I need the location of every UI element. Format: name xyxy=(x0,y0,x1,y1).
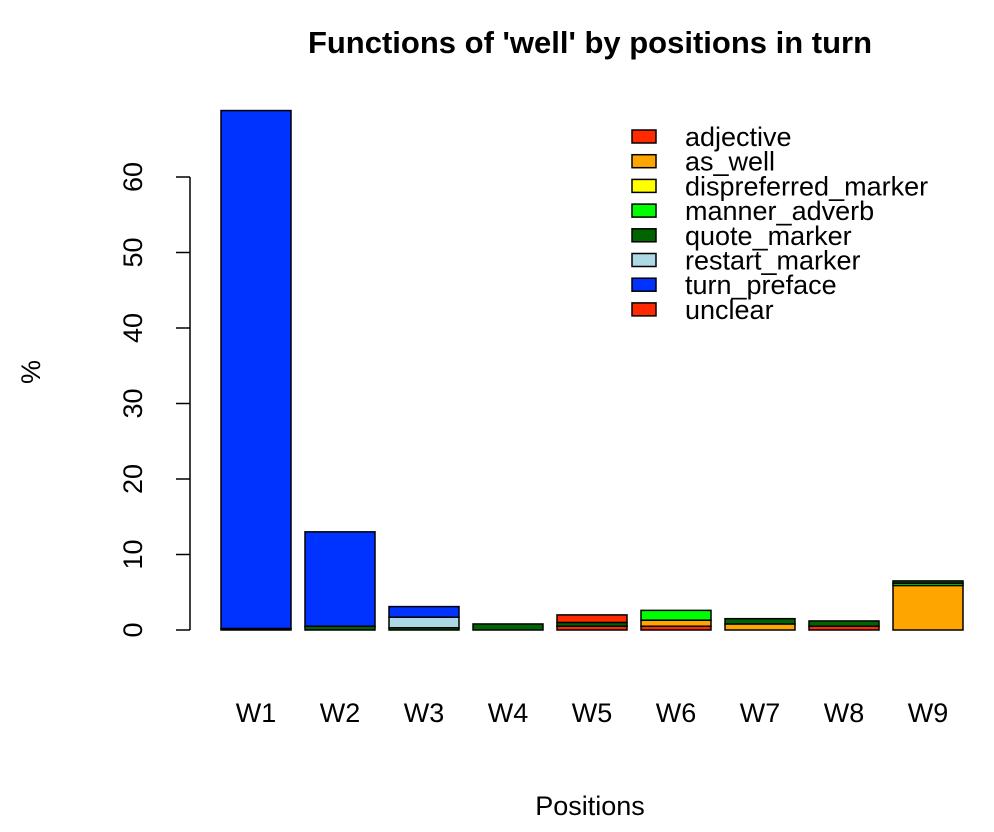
legend: adjectiveas_welldispreferred_markermanne… xyxy=(631,122,928,325)
x-tick-label: W2 xyxy=(320,698,361,728)
legend-swatch-turn_preface xyxy=(631,277,657,292)
chart-title: Functions of 'well' by positions in turn xyxy=(308,25,872,60)
x-tick-label: W6 xyxy=(656,698,697,728)
legend-swatch-dispreferred_marker xyxy=(631,178,657,194)
legend-label-restart_marker: restart_marker xyxy=(685,246,861,276)
bar-segment-as_well xyxy=(892,584,964,631)
bar-segment-as_well xyxy=(724,623,796,631)
bar-segment-quote_marker xyxy=(724,617,796,625)
y-tick-label: 10 xyxy=(118,539,148,569)
bar-segment-quote_marker xyxy=(892,580,964,584)
bar-segment-restart_marker xyxy=(388,616,460,629)
legend-swatch-manner_adverb xyxy=(631,203,657,218)
bars xyxy=(220,109,964,631)
bar-segment-turn_preface xyxy=(220,109,292,630)
legend-swatch-quote_marker xyxy=(631,228,657,243)
y-tick-label: 20 xyxy=(118,464,148,494)
x-tick-labels: W1 W2 W3 W4 W5 W6 W7 W8 W9 xyxy=(236,698,949,728)
legend-swatch-restart_marker xyxy=(631,252,657,268)
legend-label-as_well: as_well xyxy=(685,147,775,177)
y-tick-label: 50 xyxy=(118,237,148,267)
y-axis-label: % xyxy=(16,360,46,384)
x-tick-label: W8 xyxy=(824,698,865,728)
legend-label-adjective: adjective xyxy=(685,122,792,152)
bar-segment-unclear xyxy=(556,614,628,624)
legend-label-turn_preface: turn_preface xyxy=(685,270,837,300)
bar-segment-quote_marker xyxy=(808,620,880,627)
legend-label-quote_marker: quote_marker xyxy=(685,221,852,251)
x-tick-label: W3 xyxy=(404,698,445,728)
bar-segment-as_well xyxy=(640,619,712,627)
legend-swatch-unclear xyxy=(631,302,657,317)
x-tick-label: W5 xyxy=(572,698,613,728)
x-tick-label: W9 xyxy=(908,698,949,728)
bar-segment-quote_marker xyxy=(472,623,544,631)
legend-label-unclear: unclear xyxy=(685,295,774,325)
bar-segment-manner_adverb xyxy=(640,609,712,621)
y-axis: 0 10 20 30 40 50 60 xyxy=(118,162,191,638)
legend-label-manner_adverb: manner_adverb xyxy=(685,196,874,226)
y-tick-label: 60 xyxy=(118,162,148,192)
bar-segment-turn_preface xyxy=(304,531,376,627)
x-axis-label: Positions xyxy=(535,791,645,821)
y-tick-label: 40 xyxy=(118,313,148,343)
legend-swatch-adjective xyxy=(631,129,657,144)
y-tick-label: 0 xyxy=(118,622,148,637)
x-tick-label: W7 xyxy=(740,698,781,728)
y-tick-label: 30 xyxy=(118,388,148,418)
legend-swatch-as_well xyxy=(631,153,657,169)
legend-label-dispreferred_marker: dispreferred_marker xyxy=(685,171,928,201)
x-tick-label: W4 xyxy=(488,698,529,728)
bar-segment-turn_preface xyxy=(388,605,460,618)
x-tick-label: W1 xyxy=(236,698,277,728)
